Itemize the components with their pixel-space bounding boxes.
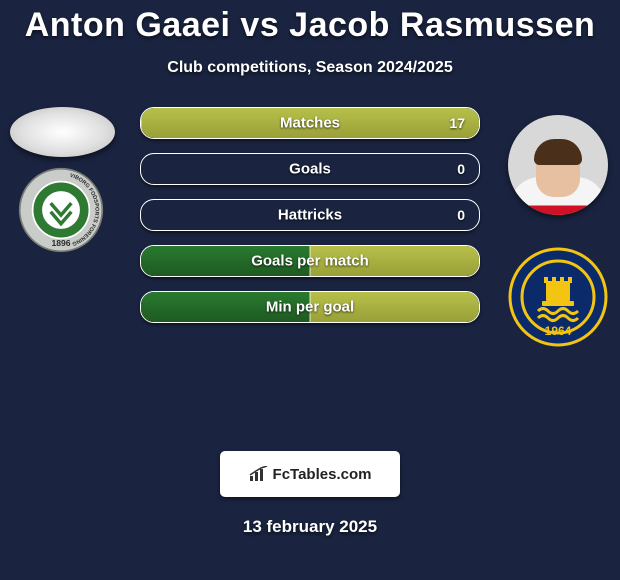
avatar-head [536, 143, 580, 197]
stat-bar: Min per goal [140, 291, 480, 323]
bar-label: Goals per match [251, 253, 369, 270]
svg-text:1964: 1964 [545, 324, 572, 338]
player-left-avatar [10, 107, 115, 157]
avatar-hair [534, 139, 582, 165]
bar-label: Min per goal [266, 299, 354, 316]
fctables-badge: FcTables.com [220, 451, 400, 497]
season-subtitle: Club competitions, Season 2024/2025 [0, 59, 620, 77]
bar-label: Goals [289, 161, 331, 178]
bar-label: Matches [280, 115, 340, 132]
page-title: Anton Gaaei vs Jacob Rasmussen [0, 0, 620, 45]
comparison-panel: VIBORG FODSPORTS FORENING 1896 1964 Matc… [0, 107, 620, 447]
bar-label: Hattricks [278, 207, 342, 224]
chart-icon [249, 466, 269, 482]
stat-bar: Hattricks 0 [140, 199, 480, 231]
fctables-label: FcTables.com [273, 466, 372, 483]
bar-value-right: 0 [457, 207, 465, 223]
stat-bar: Goals 0 [140, 153, 480, 185]
stat-bar: Matches 17 [140, 107, 480, 139]
bar-value-right: 0 [457, 161, 465, 177]
comparison-date: 13 february 2025 [0, 517, 620, 537]
stat-bars: Matches 17 Goals 0 Hattricks 0 Goals per match… [140, 107, 480, 337]
svg-text:1896: 1896 [51, 238, 70, 248]
stat-bar: Goals per match [140, 245, 480, 277]
player-left-club-crest: VIBORG FODSPORTS FORENING 1896 [18, 167, 104, 253]
player-right-club-crest: 1964 [508, 247, 608, 347]
player-right-avatar [508, 115, 608, 215]
bar-value-right: 17 [449, 115, 465, 131]
